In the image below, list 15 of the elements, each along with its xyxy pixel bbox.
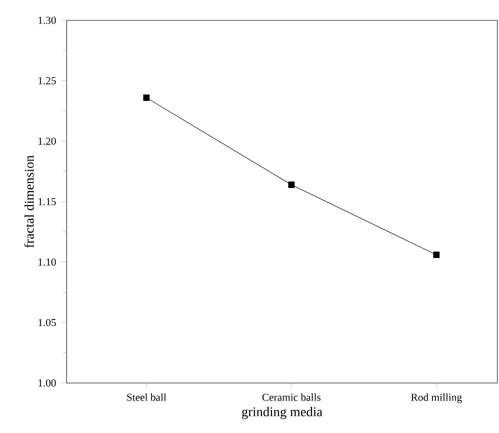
point	[143, 94, 150, 101]
x-tick-label: Rod milling	[411, 393, 462, 404]
y-tick-label: 1.10	[38, 258, 56, 266]
x-tick-label: Ceramic balls	[262, 393, 321, 401]
point	[433, 252, 440, 258]
y-tick-label: 1.00	[38, 379, 56, 387]
y-axis-title: fractal dimension	[24, 155, 34, 248]
y-tick-label: 1.25	[38, 77, 56, 84]
x-tick-label: Steel ball	[127, 393, 166, 401]
y-tick-label: 1.05	[38, 318, 56, 326]
y-tick-label: 1.15	[38, 198, 56, 206]
x-axis-title: grinding media	[242, 406, 322, 420]
y-tick-label: 1.20	[38, 138, 56, 145]
point	[288, 182, 295, 188]
y-tick-label: 1.30	[38, 16, 56, 24]
